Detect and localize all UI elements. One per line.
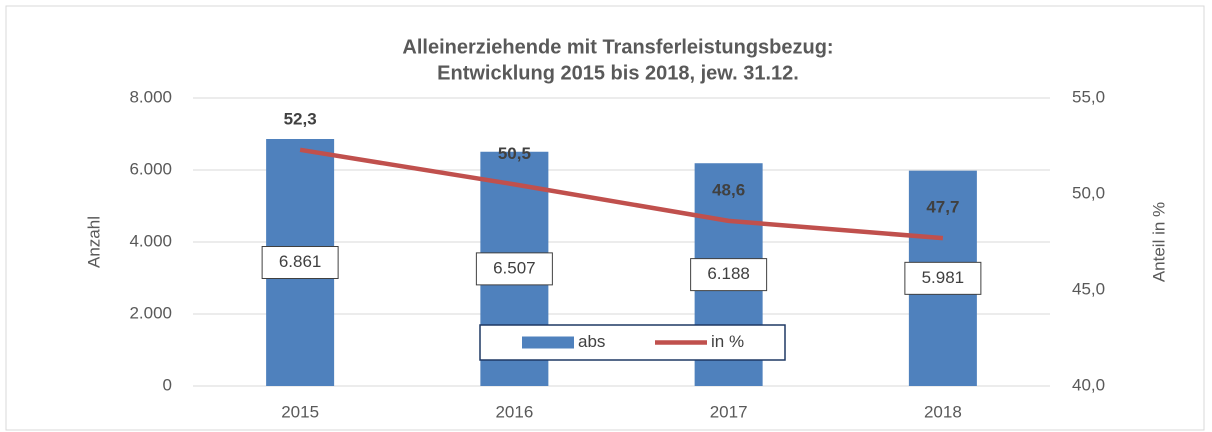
- tick-label: 6.000: [129, 159, 172, 178]
- x-tick-label: 2018: [924, 402, 962, 421]
- tick-label: 50,0: [1072, 183, 1105, 202]
- tick-label: 2.000: [129, 303, 172, 322]
- data-label: 48,6: [712, 180, 745, 199]
- tick-label: 55,0: [1072, 87, 1105, 106]
- data-label: 6.507: [493, 258, 536, 277]
- legend-label: abs: [578, 332, 605, 351]
- tick-label: 40,0: [1072, 375, 1105, 394]
- chart-title: Alleinerziehende mit Transferleistungsbe…: [402, 36, 833, 58]
- data-label: 6.861: [279, 252, 322, 271]
- data-label: 50,5: [498, 144, 531, 163]
- x-tick-label: 2017: [710, 402, 748, 421]
- data-label: 6.188: [707, 264, 750, 283]
- data-label: 47,7: [926, 198, 959, 217]
- tick-label: 0: [163, 375, 172, 394]
- legend-label: in %: [711, 332, 744, 351]
- x-tick-label: 2015: [281, 402, 319, 421]
- legend-swatch: [522, 336, 574, 349]
- line: [299, 147, 944, 241]
- data-label: 52,3: [284, 109, 317, 128]
- data-label-box: [904, 261, 982, 295]
- y-axis-title: Anzahl: [84, 216, 103, 268]
- chart-subtitle: Entwicklung 2015 bis 2018, jew. 31.12.: [437, 62, 799, 84]
- data-label-box: [261, 246, 339, 280]
- data-label: 5.981: [922, 268, 965, 287]
- tick-label: 4.000: [129, 231, 172, 250]
- y2-axis-title: Anteil in %: [1149, 202, 1168, 282]
- data-label-box: [690, 258, 768, 292]
- tick-label: 45,0: [1072, 279, 1105, 298]
- tick-label: 8.000: [129, 87, 172, 106]
- x-tick-label: 2016: [495, 402, 533, 421]
- data-label-box: [475, 252, 553, 286]
